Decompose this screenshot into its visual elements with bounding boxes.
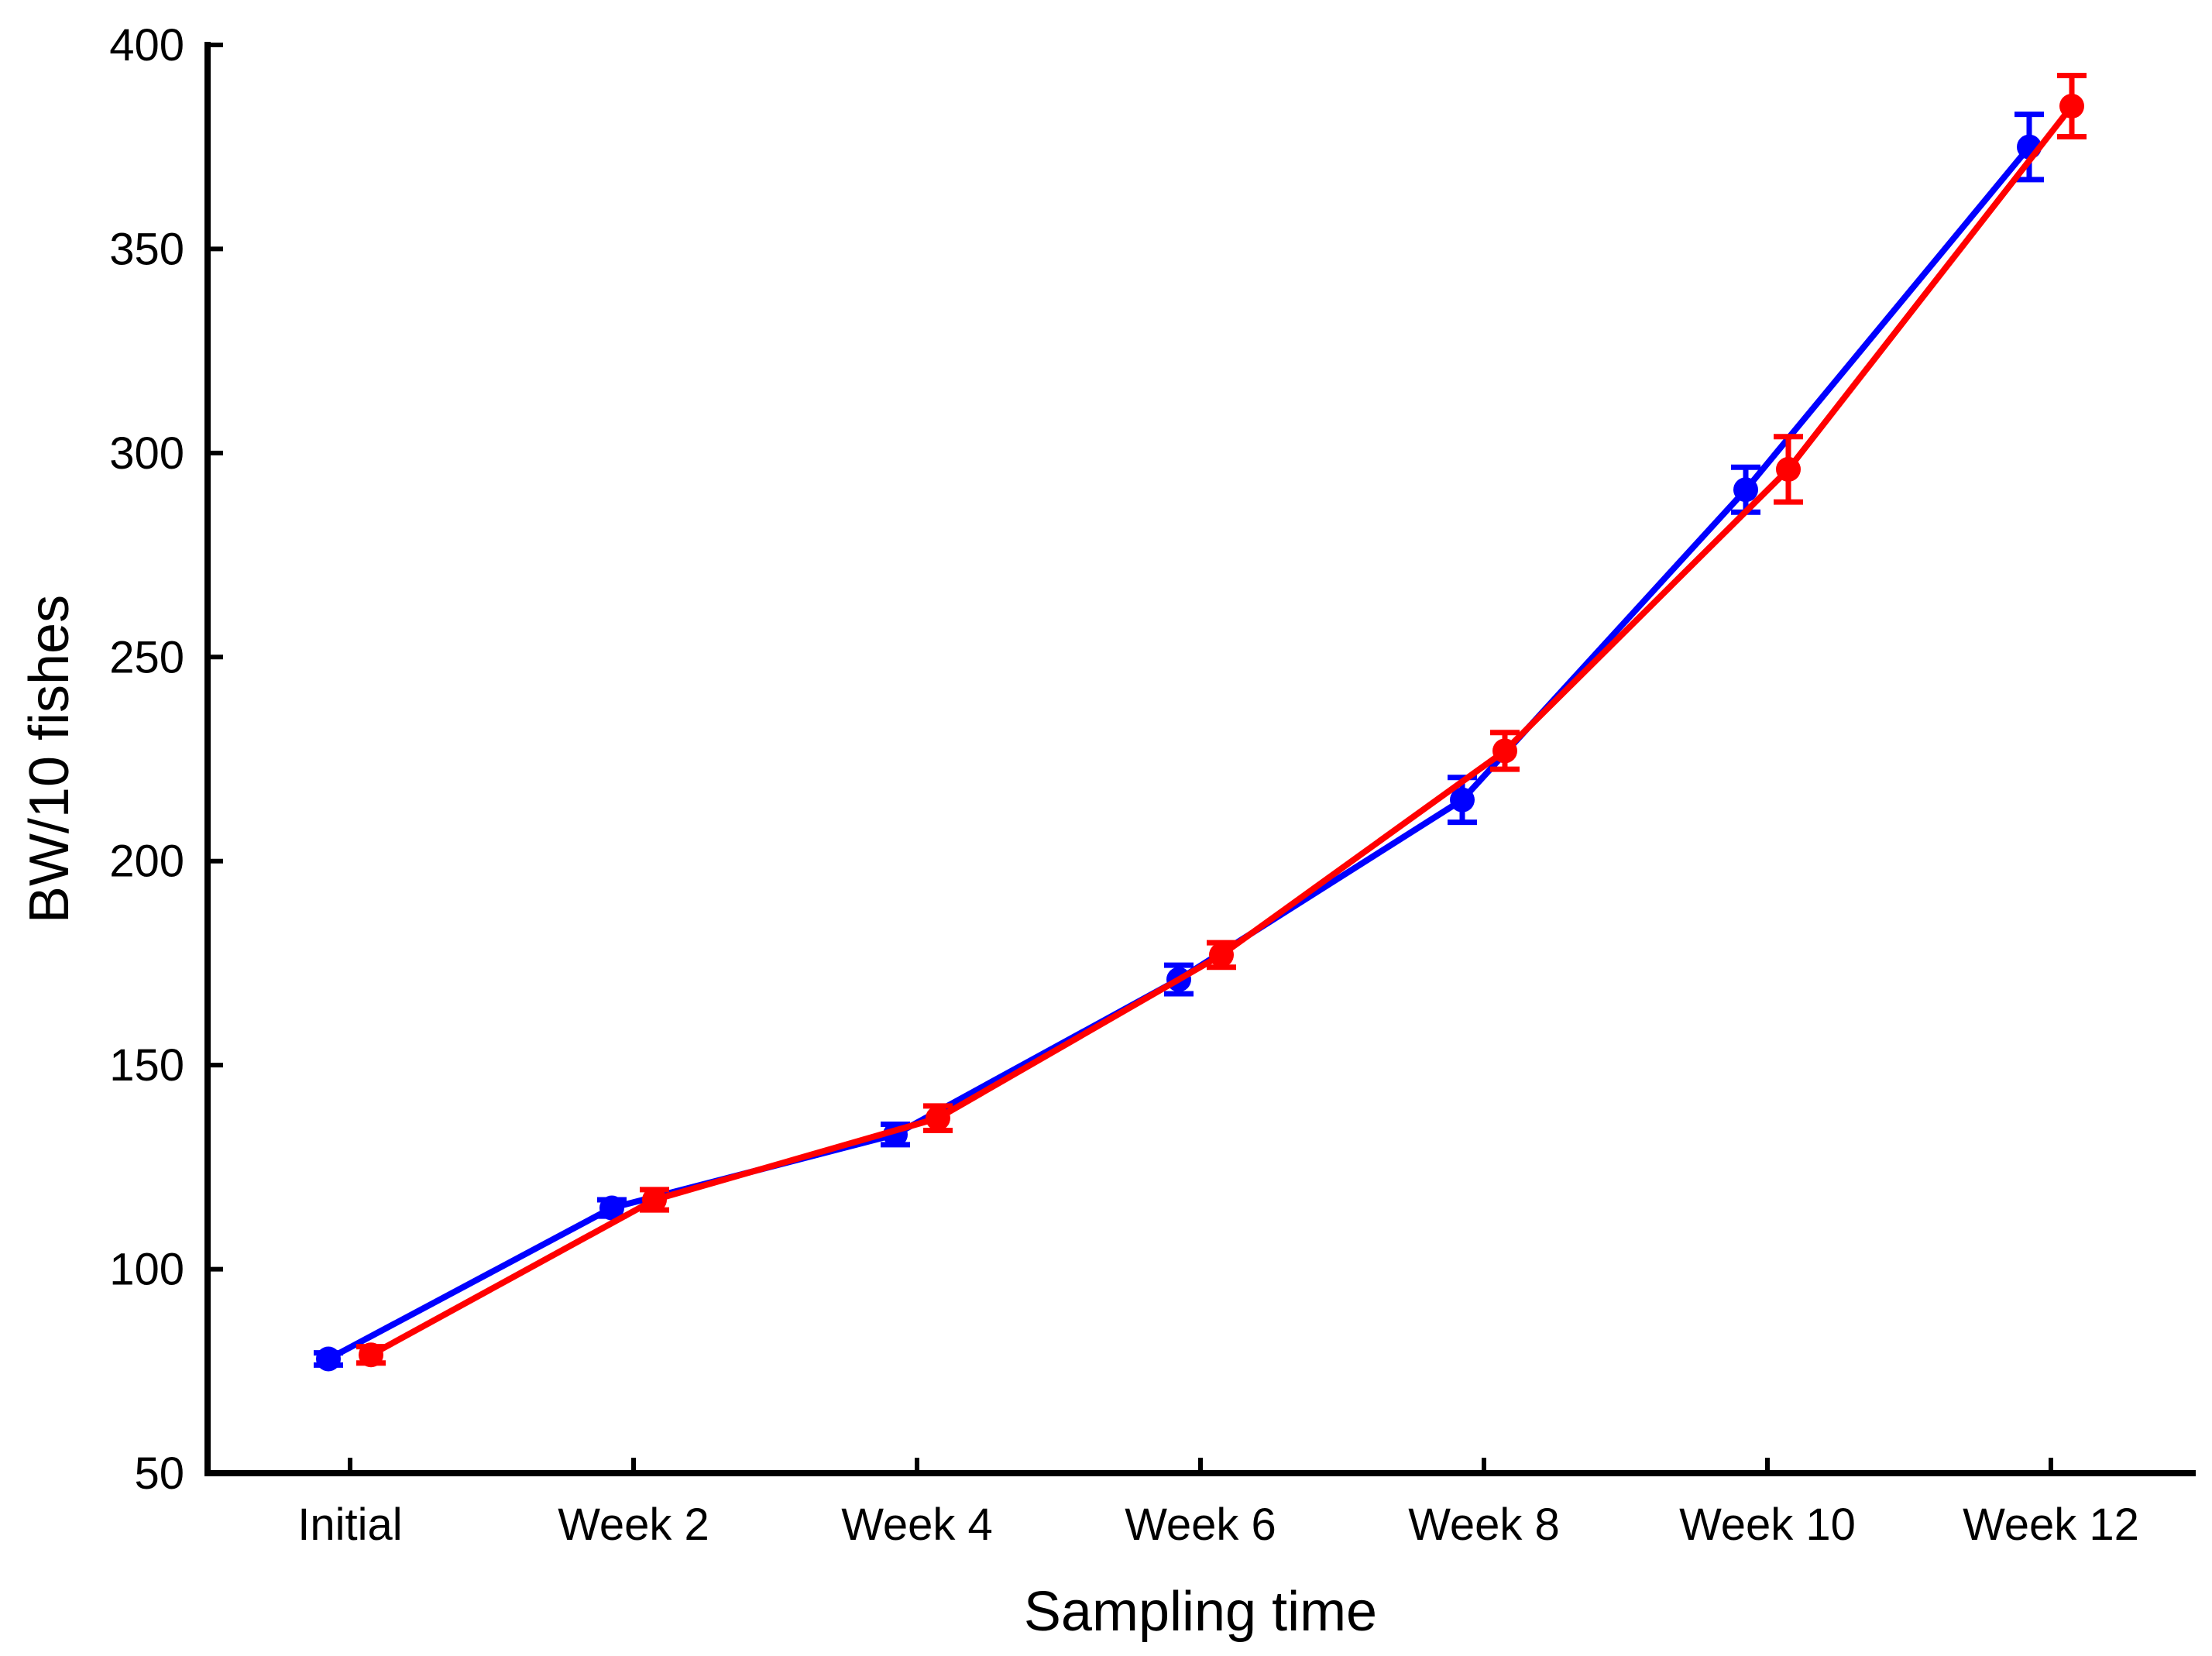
y-tick-label: 200 [109, 837, 184, 887]
x-tick-label: Week 12 [1963, 1500, 2139, 1550]
series-line-red-series [369, 104, 2075, 1358]
x-tick-label: Week 2 [558, 1500, 709, 1550]
data-point-marker-red-series [926, 1105, 950, 1131]
y-tick-label: 300 [109, 428, 184, 479]
axis-spines [204, 42, 2196, 1476]
x-tick-label: Week 4 [841, 1500, 993, 1550]
data-point-marker-blue-series [599, 1195, 624, 1221]
y-tick-label: 50 [134, 1448, 184, 1499]
data-point-marker-red-series [1209, 942, 1234, 967]
x-tick-label: Week 10 [1679, 1500, 1856, 1550]
data-point-marker-red-series [1492, 738, 1517, 764]
y-tick-label: 350 [109, 224, 184, 274]
x-tick-label: Initial [297, 1500, 402, 1550]
y-axis-title: BW/10 fishes [19, 595, 81, 923]
data-point-marker-red-series [1776, 456, 1801, 482]
y-tick-label: 400 [109, 20, 184, 70]
data-point-marker-red-series [642, 1187, 667, 1213]
data-point-marker-red-series [2059, 94, 2084, 119]
data-point-marker-blue-series [316, 1346, 341, 1372]
y-tick-label: 100 [109, 1245, 184, 1295]
y-tick-label: 250 [109, 632, 184, 682]
data-point-marker-blue-series [1733, 477, 1758, 503]
series-line-blue-series [327, 145, 2032, 1362]
x-tick-label: Week 8 [1408, 1500, 1560, 1550]
x-tick-label: Week 6 [1125, 1500, 1276, 1550]
data-point-marker-red-series [359, 1342, 383, 1368]
data-point-marker-blue-series [1450, 787, 1475, 813]
y-tick-label: 150 [109, 1040, 184, 1091]
plot-layer: 400 350 300 250 200 150 100 50 Initial Week 2 Week… [109, 20, 2196, 1550]
x-axis-title: Sampling time [1024, 1581, 1377, 1643]
